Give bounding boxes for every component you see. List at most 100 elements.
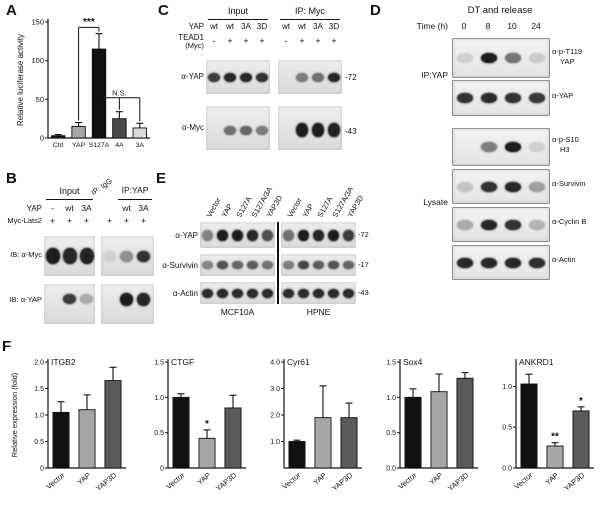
panel-c-input-underline: [208, 19, 268, 20]
y-tick-label: 1.0: [34, 413, 44, 420]
x-category-label: 3A: [136, 142, 145, 149]
x-category-label: S127A: [89, 142, 110, 149]
bar: [104, 380, 122, 469]
panel-e-group-hpne: HPNE: [306, 307, 331, 317]
significance-label: N.S.: [112, 88, 127, 97]
x-category-label: Vector: [512, 470, 534, 491]
y-tick-label: 2.0: [270, 413, 280, 420]
panel-c-anti-yap-label: α-YAP: [181, 72, 204, 81]
d-blot-strip-4: [452, 207, 550, 242]
protein-band: [328, 229, 339, 241]
x-category-label: YAP: [72, 142, 86, 149]
chart-title: Sox4: [403, 357, 423, 367]
y-tick-label: 0: [40, 134, 44, 143]
lane-tead1-plus: +: [243, 36, 249, 46]
protein-band: [45, 248, 60, 264]
protein-band: [202, 229, 213, 241]
protein-band: [328, 72, 340, 82]
x-category-label: YAP3D: [446, 470, 471, 493]
protein-band: [529, 142, 545, 152]
protein-band: [505, 53, 521, 63]
bar: [224, 407, 242, 469]
d-blot-strip-0: [452, 38, 550, 78]
significance-star: *: [579, 396, 583, 407]
protein-band: [529, 53, 545, 63]
protein-band: [217, 261, 228, 269]
protein-band: [232, 229, 243, 241]
f-chart-ctgf: 0 0.5 1.0 1.5 * Vector YAP YAP3D CTGF: [154, 357, 246, 493]
e-mcf10a-strip-2: [200, 282, 275, 304]
protein-band: [343, 229, 354, 241]
panel-b-header-input: Input: [59, 186, 80, 196]
panel-b-coip-blot: Input IP: IgG IP:YAP YAP Myc-Lats2 IB: α…: [4, 176, 156, 330]
x-category-label: YAP3D: [214, 470, 239, 493]
significance-star: *: [205, 419, 209, 430]
panel-e-label: E: [156, 170, 167, 187]
f-chart-cyr61: 1.0 2.0 3.0 4.0 Vector YAP YAP3D Cyr61: [270, 357, 362, 493]
protein-band: [481, 93, 497, 103]
panel-e-anti-actin-label: α-Actin: [172, 289, 198, 298]
protein-band: [283, 229, 294, 241]
protein-band: [232, 288, 243, 298]
protein-band: [217, 288, 228, 298]
e-hpne-strip-0: [281, 222, 356, 248]
y-tick-label: 1.5: [386, 360, 396, 367]
protein-band: [505, 219, 521, 230]
x-category-label: YAP: [427, 471, 444, 487]
protein-band: [505, 93, 521, 103]
panel-b-label: B: [6, 170, 17, 187]
bar: [51, 135, 66, 139]
protein-band: [80, 294, 93, 305]
protein-band: [103, 250, 116, 262]
panel-a-label: A: [6, 2, 17, 19]
y-tick-label: 1.0: [386, 395, 396, 402]
panel-b-row-yap-label: YAP: [26, 204, 42, 213]
x-category-label: Vector: [164, 470, 186, 491]
protein-band: [247, 261, 258, 269]
y-tick-label: 4.0: [270, 360, 280, 367]
panel-e-anti-survivin-label: α-Survivin: [162, 261, 198, 270]
protein-band: [247, 288, 258, 298]
x-category-label: Vector: [44, 470, 66, 491]
significance-star: **: [551, 432, 559, 443]
protein-band: [457, 181, 473, 192]
y-tick-label: 0.5: [154, 430, 164, 437]
protein-band: [137, 292, 150, 306]
protein-band: [343, 288, 354, 298]
protein-band: [343, 261, 354, 269]
protein-band: [313, 229, 324, 241]
panel-b-header-ip-yap: IP:YAP: [121, 185, 149, 195]
protein-band: [505, 142, 521, 152]
protein-band: [240, 72, 252, 82]
panel-e-group-mcf10a: MCF10A: [220, 307, 255, 317]
panel-b-header-ip-igg: IP: IgG: [89, 176, 114, 198]
protein-band: [457, 219, 473, 230]
panel-d-anti-cyclinb-label: α-Cyclin B: [552, 217, 587, 226]
protein-band: [208, 72, 220, 82]
protein-band: [202, 261, 213, 269]
y-tick-label: 0: [160, 466, 164, 473]
protein-band: [457, 257, 473, 268]
panel-b-ib-yap-label: IB: α-YAP: [9, 295, 42, 304]
panel-d-title: DT and release: [467, 5, 533, 16]
lane-label: YAP: [219, 202, 234, 219]
y-tick-label: 2.0: [34, 360, 44, 367]
protein-band: [298, 261, 309, 269]
x-category-label: YAP3D: [330, 470, 355, 493]
bar: [198, 437, 216, 469]
panel-c-ipmyc-underline: [280, 19, 340, 20]
x-category-label: YAP3D: [562, 470, 587, 493]
lane-lats2-plus: +: [49, 216, 56, 226]
protein-band: [313, 261, 324, 269]
protein-band: [457, 93, 473, 103]
time-point: 0: [461, 21, 467, 31]
protein-band: [283, 261, 294, 269]
bar: [572, 410, 590, 469]
y-tick-label: 100: [31, 56, 44, 65]
protein-band: [481, 181, 497, 192]
lane-yap-variant: 3A: [313, 22, 323, 31]
panel-d-anti-pT119-label: α-p-T119: [552, 47, 583, 56]
panel-c-row-yap-label: YAP: [188, 22, 204, 31]
lane-yap-genotype: wt: [65, 203, 74, 213]
protein-band: [312, 72, 324, 82]
